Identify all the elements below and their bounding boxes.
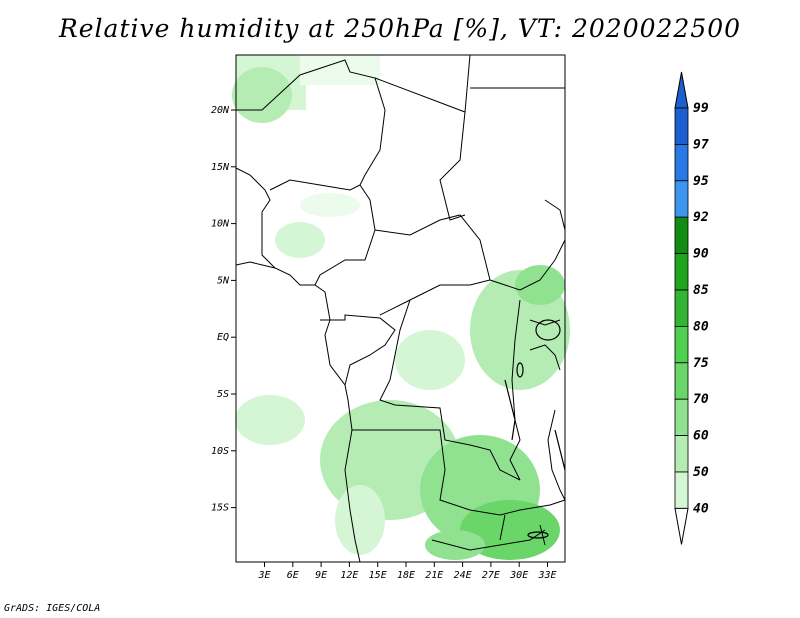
colorbar-segment — [674, 107, 689, 145]
colorbar-segment — [674, 253, 689, 291]
colorbar-segment — [674, 216, 689, 254]
lon-tick-label: 15E — [369, 570, 387, 581]
lat-tick-label: 15N — [211, 162, 230, 173]
lat-tick-label: 15S — [211, 503, 229, 514]
shade-uganda — [515, 265, 565, 305]
colorbar-segment — [674, 471, 689, 509]
shade-sahel — [300, 193, 360, 217]
sudan-chad-border — [439, 111, 466, 221]
car-border — [374, 214, 491, 316]
lon-tick-label: 12E — [340, 570, 358, 581]
west-coast — [235, 167, 361, 563]
colorbar-label: 99 — [693, 101, 709, 116]
lon-tick-label: 18E — [397, 570, 415, 581]
lat-tick-label: 20N — [211, 105, 230, 116]
lake-malawi — [554, 429, 566, 471]
colorbar-segment — [674, 398, 689, 437]
shade-atlantic — [235, 395, 305, 445]
lat-tick-label: 10S — [211, 446, 229, 457]
southern-border — [431, 529, 546, 551]
chart-title: Relative humidity at 250hPa [%], VT: 202… — [58, 14, 742, 43]
colorbar-label: 40 — [693, 501, 709, 516]
lon-tick-label: 6E — [287, 570, 299, 581]
colorbar-segment — [674, 435, 689, 473]
lakes — [504, 319, 566, 539]
colorbar-label: 60 — [693, 429, 709, 444]
colorbar-bottom-arrow — [674, 507, 689, 545]
lon-tick-label: 9E — [315, 570, 327, 581]
lake-kariba — [527, 531, 549, 539]
lake-victoria — [535, 319, 561, 341]
ethiopia-border — [544, 199, 566, 231]
colorbar-segment — [674, 180, 689, 218]
shade-nw-patch — [232, 67, 292, 123]
shade-nigeria — [275, 222, 325, 258]
lat-tick-label: 10N — [211, 219, 230, 230]
shade-south — [425, 530, 485, 560]
longitude-axis: 3E 6E 9E 12E 15E 18E 21E 24E 27E 30E 33E — [257, 562, 557, 581]
angola-zambia-border — [352, 429, 566, 516]
gabon-congo-border — [320, 314, 396, 386]
colorbar-label: 75 — [693, 356, 709, 371]
latitude-axis: 20N 15N 10N 5N EQ 5S 10S 15S — [211, 105, 236, 514]
colorbar-label: 90 — [693, 247, 709, 262]
shade-north — [300, 55, 380, 85]
gulf-coast — [235, 261, 276, 269]
colorbar-label: 97 — [693, 137, 709, 152]
lake-kivu — [516, 362, 524, 378]
colorbar-label: 92 — [693, 210, 709, 225]
colorbar-segment — [674, 325, 689, 364]
lon-tick-label: 21E — [425, 570, 443, 581]
colorbar-segment — [674, 289, 689, 327]
drc-border — [379, 299, 521, 481]
map-frame — [235, 54, 566, 563]
colorbar-segment — [674, 143, 689, 182]
lat-tick-label: 5S — [217, 389, 229, 400]
lon-tick-label: 27E — [482, 570, 500, 581]
lon-tick-label: 30E — [509, 570, 528, 581]
grads-credit: GrADS: IGES/COLA — [4, 603, 101, 614]
colorbar-label: 50 — [693, 465, 709, 480]
zimbabwe-border — [499, 514, 546, 546]
colorbar-label: 80 — [693, 319, 709, 334]
colorbar-segment — [674, 362, 689, 400]
lake-tanganyika — [504, 379, 516, 441]
south-sudan-border — [489, 239, 566, 291]
colorbar: 99 97 95 92 90 85 80 75 70 60 50 40 — [674, 71, 709, 545]
shade-namibia — [335, 485, 385, 555]
libya-border — [374, 54, 471, 113]
lat-tick-label: EQ — [217, 332, 229, 343]
shade-congo — [395, 330, 465, 390]
colorbar-label: 85 — [693, 283, 709, 298]
malawi-border — [547, 409, 566, 501]
colorbar-label: 95 — [693, 174, 709, 189]
lat-tick-label: 5N — [217, 275, 230, 286]
cameroon-border — [314, 184, 376, 286]
colorbar-top-arrow — [674, 71, 689, 109]
lon-tick-label: 33E — [537, 570, 556, 581]
coastlines-borders — [235, 54, 566, 563]
lon-tick-label: 3E — [257, 570, 270, 581]
lon-tick-label: 24E — [454, 570, 472, 581]
northern-borders — [236, 59, 386, 191]
colorbar-label: 70 — [693, 392, 709, 407]
